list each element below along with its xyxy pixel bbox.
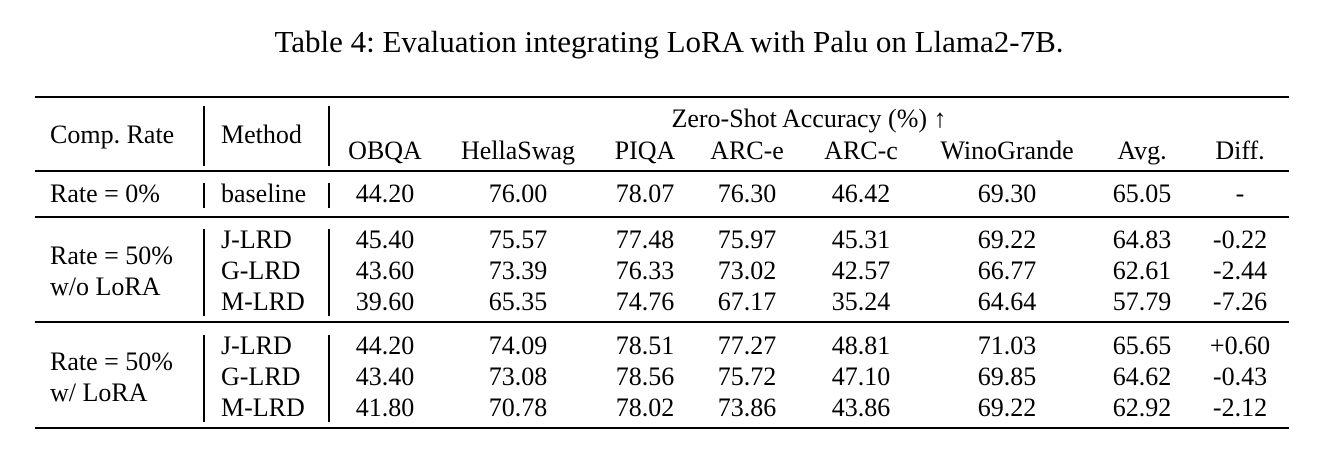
top-rule [35, 96, 1289, 98]
column-separator [203, 335, 205, 422]
table-cell: 78.56 [615, 362, 675, 391]
header-group-label: Zero-Shot Accuracy (%) ↑ [671, 104, 947, 133]
header-comp-rate: Comp. Rate [50, 120, 175, 149]
table-cell: 76.00 [488, 179, 548, 208]
column-header: PIQA [614, 136, 676, 165]
column-separator [328, 183, 330, 208]
table-cell: 73.08 [488, 362, 548, 391]
table-cell: 77.48 [615, 225, 675, 254]
table-cell: 65.35 [488, 287, 548, 316]
table-cell: 62.61 [1112, 256, 1172, 285]
table-cell: 43.40 [355, 362, 415, 391]
table-cell: 64.64 [977, 287, 1037, 316]
column-header: ARC-e [710, 136, 784, 165]
column-separator [203, 183, 205, 208]
table-cell: 47.10 [831, 362, 891, 391]
table-cell: -2.44 [1212, 256, 1268, 285]
table-cell: 66.77 [977, 256, 1037, 285]
method-cell: J-LRD [221, 331, 292, 360]
table-cell: 76.33 [615, 256, 675, 285]
table-cell: 65.65 [1112, 331, 1172, 360]
table-cell: 78.07 [615, 179, 675, 208]
table-cell: 69.30 [977, 179, 1037, 208]
column-header: Diff. [1215, 136, 1265, 165]
table-cell: 62.92 [1112, 393, 1172, 422]
table-cell: -0.43 [1212, 362, 1268, 391]
table-cell: 70.78 [488, 393, 548, 422]
table-cell: 73.39 [488, 256, 548, 285]
method-cell: G-LRD [221, 362, 301, 391]
table-cell: 39.60 [355, 287, 415, 316]
header-rule [35, 170, 1289, 172]
column-header: Avg. [1117, 136, 1167, 165]
table-cell: 73.86 [717, 393, 777, 422]
table-cell: 77.27 [717, 331, 777, 360]
table-cell: 75.72 [717, 362, 777, 391]
table-cell: 78.02 [615, 393, 675, 422]
table-cell: 69.22 [977, 225, 1037, 254]
column-header: ARC-c [824, 136, 898, 165]
table-cell: 69.22 [977, 393, 1037, 422]
table-cell: 44.20 [355, 331, 415, 360]
method-cell: G-LRD [221, 256, 301, 285]
table-cell: 44.20 [355, 179, 415, 208]
table-cell: 67.17 [717, 287, 777, 316]
group-label: w/ LoRA [50, 377, 148, 407]
group-label: Rate = 50% [50, 240, 173, 270]
column-header: OBQA [348, 136, 422, 165]
table-cell: 71.03 [977, 331, 1037, 360]
table-caption: Table 4: Evaluation integrating LoRA wit… [274, 24, 1064, 59]
column-separator [328, 335, 330, 422]
table-cell: - [1235, 179, 1245, 208]
table-cell: 45.40 [355, 225, 415, 254]
method-cell: M-LRD [221, 287, 305, 316]
group-label: w/o LoRA [50, 271, 161, 301]
table-cell: 45.31 [831, 225, 891, 254]
method-cell: M-LRD [221, 393, 305, 422]
table-cell: 76.30 [717, 179, 777, 208]
table-cell: -0.22 [1212, 225, 1268, 254]
group-rule [35, 321, 1289, 323]
table-cell: 43.86 [831, 393, 891, 422]
group-label: Rate = 0% [50, 179, 160, 208]
table-cell: 41.80 [355, 393, 415, 422]
table-cell: -2.12 [1212, 393, 1268, 422]
table-cell: +0.60 [1209, 331, 1271, 360]
table-cell: 75.57 [488, 225, 548, 254]
bottom-rule [35, 427, 1289, 429]
column-separator [203, 229, 205, 316]
group-label: Rate = 50% [50, 346, 173, 376]
method-cell: baseline [221, 179, 307, 208]
table-cell: 35.24 [831, 287, 891, 316]
table-cell: 74.09 [488, 331, 548, 360]
column-separator [328, 229, 330, 316]
table-cell: 74.76 [615, 287, 675, 316]
group-rule [35, 216, 1289, 218]
table-cell: 73.02 [717, 256, 777, 285]
table-cell: 46.42 [831, 179, 891, 208]
table-cell: 65.05 [1112, 179, 1172, 208]
column-header: HellaSwag [460, 136, 576, 165]
table-cell: 78.51 [615, 331, 675, 360]
table-cell: 64.83 [1112, 225, 1172, 254]
table-cell: 48.81 [831, 331, 891, 360]
table-cell: 69.85 [977, 362, 1037, 391]
table-cell: 42.57 [831, 256, 891, 285]
table-cell: 43.60 [355, 256, 415, 285]
table-cell: -7.26 [1212, 287, 1268, 316]
column-separator [203, 106, 205, 166]
method-cell: J-LRD [221, 225, 292, 254]
column-separator [328, 106, 330, 166]
table-cell: 57.79 [1112, 287, 1172, 316]
table-cell: 75.97 [717, 225, 777, 254]
table-cell: 64.62 [1112, 362, 1172, 391]
column-header: WinoGrande [940, 136, 1074, 165]
header-method: Method [221, 120, 302, 149]
